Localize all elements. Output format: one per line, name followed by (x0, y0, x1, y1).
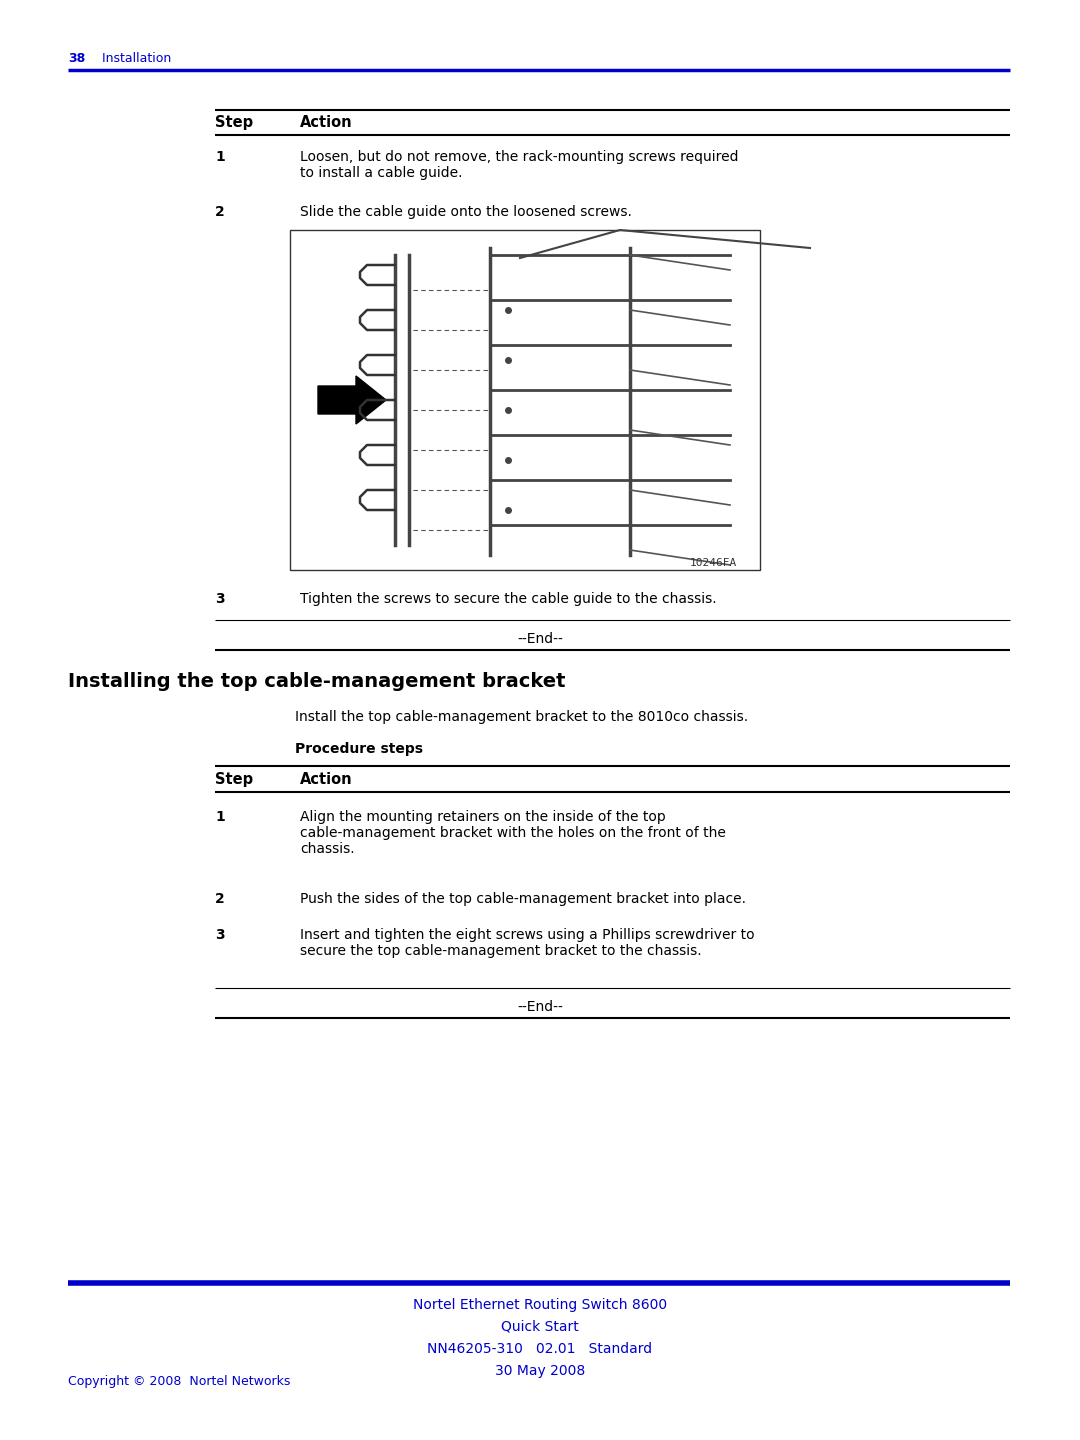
Text: Loosen, but do not remove, the rack-mounting screws required
to install a cable : Loosen, but do not remove, the rack-moun… (300, 150, 739, 180)
Text: NN46205-310   02.01   Standard: NN46205-310 02.01 Standard (428, 1342, 652, 1356)
Bar (291, 230, 760, 570)
Text: 1: 1 (215, 150, 225, 164)
Text: 3: 3 (215, 927, 225, 942)
Text: Install the top cable-management bracket to the 8010co chassis.: Install the top cable-management bracket… (295, 710, 748, 724)
Text: 30 May 2008: 30 May 2008 (495, 1364, 585, 1378)
Text: Nortel Ethernet Routing Switch 8600: Nortel Ethernet Routing Switch 8600 (413, 1297, 667, 1312)
Text: 10246FA: 10246FA (690, 557, 738, 567)
Text: Align the mounting retainers on the inside of the top
cable-management bracket w: Align the mounting retainers on the insi… (300, 809, 726, 857)
Text: Installing the top cable-management bracket: Installing the top cable-management brac… (68, 672, 566, 691)
Text: --End--: --End-- (517, 632, 563, 647)
Text: Insert and tighten the eight screws using a Phillips screwdriver to
secure the t: Insert and tighten the eight screws usin… (300, 927, 755, 958)
Text: Step: Step (215, 115, 253, 130)
Text: Push the sides of the top cable-management bracket into place.: Push the sides of the top cable-manageme… (300, 891, 746, 906)
Text: Action: Action (300, 772, 353, 788)
Text: Copyright © 2008  Nortel Networks: Copyright © 2008 Nortel Networks (68, 1375, 291, 1388)
Text: Tighten the screws to secure the cable guide to the chassis.: Tighten the screws to secure the cable g… (300, 592, 717, 606)
Text: Procedure steps: Procedure steps (295, 742, 423, 756)
Text: Step: Step (215, 772, 253, 788)
Text: 38: 38 (68, 52, 85, 65)
Text: Installation: Installation (90, 52, 172, 65)
Text: Action: Action (300, 115, 353, 130)
Text: 2: 2 (215, 891, 225, 906)
Text: --End--: --End-- (517, 999, 563, 1014)
Text: 1: 1 (215, 809, 225, 824)
FancyArrow shape (318, 376, 386, 423)
Text: Slide the cable guide onto the loosened screws.: Slide the cable guide onto the loosened … (300, 204, 632, 219)
Text: 3: 3 (215, 592, 225, 606)
Text: 2: 2 (215, 204, 225, 219)
Text: Quick Start: Quick Start (501, 1320, 579, 1333)
